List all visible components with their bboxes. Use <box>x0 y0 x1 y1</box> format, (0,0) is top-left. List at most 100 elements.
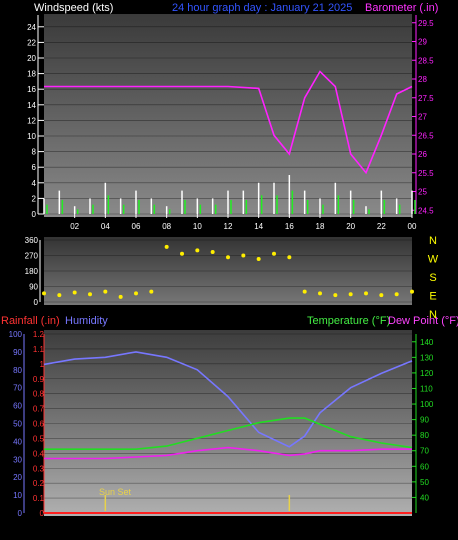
wind-tick-label: 16 <box>27 85 36 94</box>
compass-label: E <box>429 291 436 303</box>
x-tick-label: 16 <box>285 523 294 532</box>
barometer-tick-label: 29 <box>418 38 427 47</box>
temperature-tick-label: 80 <box>420 431 429 440</box>
rain-tick-label: 0.3 <box>33 464 45 473</box>
rain-tick-label: 0.7 <box>33 405 45 414</box>
x-tick-label: 16 <box>285 222 294 231</box>
dewpoint-line <box>44 446 412 460</box>
barometer-tick-label: 25 <box>418 188 427 197</box>
rainfall-axis-title: Rainfall (.in) <box>1 315 60 327</box>
rain-tick-label: 0.1 <box>33 494 45 503</box>
barometer-tick-label: 26 <box>418 150 427 159</box>
x-tick-label: 10 <box>193 222 202 231</box>
rain-tick-label: 0.8 <box>33 390 45 399</box>
direction-point <box>210 250 215 255</box>
rain-tick-label: 1.2 <box>33 330 45 339</box>
rain-tick-label: 0.9 <box>33 375 45 384</box>
humidity-axis-title: Humidity <box>65 315 108 327</box>
direction-point <box>42 291 46 296</box>
sunset-label: Sun Set <box>99 487 132 497</box>
direction-tick-label: 360 <box>25 236 39 245</box>
humidity-temp-panel <box>44 330 412 516</box>
direction-point <box>348 292 353 297</box>
wind-tick-label: 22 <box>27 38 36 47</box>
direction-point <box>272 251 276 256</box>
direction-point <box>72 290 77 295</box>
direction-tick-label: 0 <box>34 298 39 307</box>
direction-point <box>379 293 384 298</box>
humidity-tick-label: 20 <box>13 473 22 482</box>
wind-tick-label: 12 <box>27 116 36 125</box>
x-tick-label: 06 <box>132 523 141 532</box>
x-tick-label: 04 <box>101 523 110 532</box>
humidity-tick-label: 40 <box>13 437 22 446</box>
direction-point <box>195 248 200 253</box>
x-tick-label: 14 <box>254 523 263 532</box>
barometer-axis-title: Barometer (.in) <box>365 2 438 14</box>
direction-point <box>103 289 108 294</box>
barometer-tick-label: 28 <box>418 75 427 84</box>
x-tick-label: 22 <box>377 222 386 231</box>
humidity-tick-label: 0 <box>18 509 23 518</box>
wind-tick-label: 6 <box>32 163 37 172</box>
direction-point <box>226 255 230 260</box>
humidity-tick-label: 30 <box>13 455 22 464</box>
wind-tick-label: 14 <box>27 101 36 110</box>
direction-point <box>318 291 322 296</box>
compass-label: W <box>428 254 439 266</box>
temperature-tick-label: 100 <box>420 400 434 409</box>
x-tick-label: 06 <box>132 222 141 231</box>
x-tick-label: 00 <box>408 523 417 532</box>
wind-tick-label: 18 <box>27 70 36 79</box>
direction-point <box>118 294 123 299</box>
temperature-tick-label: 40 <box>420 493 429 502</box>
x-tick-label: 00 <box>408 222 417 231</box>
barometer-tick-label: 27 <box>418 113 427 122</box>
temperature-tick-label: 130 <box>420 353 434 362</box>
x-tick-label: 02 <box>70 523 79 532</box>
x-tick-label: 18 <box>316 523 325 532</box>
rain-tick-label: 0.2 <box>33 479 45 488</box>
direction-point <box>302 289 307 294</box>
x-tick-label: 18 <box>316 222 325 231</box>
direction-point <box>134 291 138 296</box>
direction-point <box>394 292 399 297</box>
barometer-tick-label: 28.5 <box>418 56 434 65</box>
humidity-tick-label: 50 <box>13 420 22 429</box>
barometer-tick-label: 27.5 <box>418 94 434 103</box>
rain-tick-label: 1 <box>40 360 45 369</box>
humidity-tick-label: 60 <box>13 402 22 411</box>
direction-point <box>88 292 92 297</box>
x-tick-label: 20 <box>346 222 355 231</box>
x-tick-label: 14 <box>254 222 263 231</box>
x-tick-label: 08 <box>162 523 171 532</box>
temperature-tick-label: 90 <box>420 416 429 425</box>
direction-point <box>180 251 184 256</box>
humidity-tick-label: 90 <box>13 348 22 357</box>
dewpoint-axis-title: Dew Point (°F) <box>388 315 458 327</box>
x-tick-label: 08 <box>162 222 171 231</box>
x-tick-label: 04 <box>101 222 110 231</box>
wind-tick-label: 20 <box>27 54 36 63</box>
direction-tick-label: 90 <box>29 283 38 292</box>
direction-point <box>364 291 368 296</box>
direction-point <box>241 253 246 258</box>
humidity-tick-label: 80 <box>13 366 22 375</box>
direction-point <box>164 244 169 249</box>
humidity-tick-label: 100 <box>9 330 23 339</box>
direction-point <box>149 289 154 294</box>
wind-panel <box>44 14 412 217</box>
humidity-tick-label: 70 <box>13 384 22 393</box>
rain-tick-label: 0 <box>40 509 45 518</box>
x-tick-label: 22 <box>377 523 386 532</box>
windspeed-axis-title: Windspeed (kts) <box>34 2 113 14</box>
x-tick-label: 02 <box>70 222 79 231</box>
compass-label: S <box>429 272 436 284</box>
temperature-line <box>44 417 413 450</box>
wind-tick-label: 2 <box>32 194 37 203</box>
direction-tick-label: 270 <box>25 252 39 261</box>
rain-tick-label: 0.4 <box>33 449 45 458</box>
direction-point <box>287 255 292 260</box>
compass-label: N <box>429 309 437 321</box>
direction-point <box>256 256 261 261</box>
